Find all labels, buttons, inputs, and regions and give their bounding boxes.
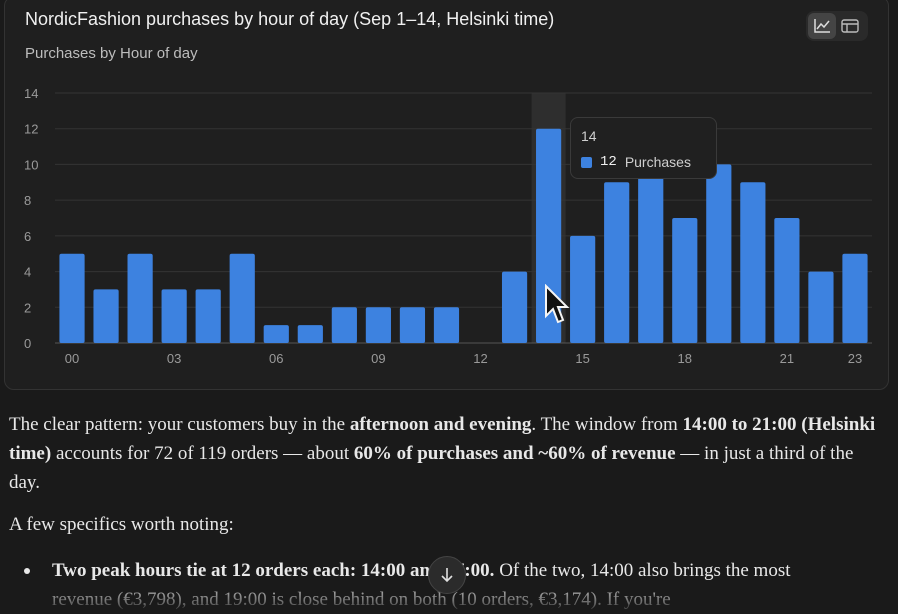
bar xyxy=(774,218,800,343)
bar xyxy=(127,253,153,343)
table-icon xyxy=(841,19,859,33)
summary-segment: — in just a third of the day. xyxy=(9,443,854,493)
bar xyxy=(399,307,426,343)
tooltip-value: 12 xyxy=(600,154,617,170)
y-tick-label: 6 xyxy=(24,229,31,244)
bar xyxy=(604,182,630,343)
bar xyxy=(536,128,562,343)
x-tick-label: 00 xyxy=(65,351,79,366)
bar xyxy=(331,307,357,343)
x-tick-label: 09 xyxy=(371,351,385,366)
view-toggle xyxy=(806,11,868,41)
bar xyxy=(570,235,596,343)
table-view-button[interactable] xyxy=(836,13,864,39)
y-tick-label: 14 xyxy=(24,86,38,101)
mouse-pointer-icon xyxy=(545,284,570,324)
bar xyxy=(842,253,868,343)
bar xyxy=(740,182,766,343)
x-tick-label: 06 xyxy=(269,351,283,366)
y-tick-label: 10 xyxy=(24,157,38,172)
bar xyxy=(433,307,460,343)
summary-segment: The clear pattern: your customers buy in… xyxy=(9,414,350,435)
tooltip-row: 12 Purchases xyxy=(581,154,691,170)
bar xyxy=(672,218,698,343)
summary-segment: 14:00 to 21:00 (Helsinki time) xyxy=(9,414,876,464)
chart-tooltip: 14 12 Purchases xyxy=(570,117,717,179)
bullet-dot xyxy=(24,568,30,574)
bar xyxy=(195,289,221,343)
summary-segment: . The window from xyxy=(531,414,683,435)
specifics-intro: A few specifics worth noting: xyxy=(9,514,234,535)
bar xyxy=(638,128,664,343)
bar xyxy=(161,289,187,343)
x-tick-label: 18 xyxy=(678,351,692,366)
y-tick-label: 2 xyxy=(24,300,31,315)
x-tick-label: 12 xyxy=(473,351,487,366)
tooltip-category: 14 xyxy=(581,128,597,144)
y-tick-label: 12 xyxy=(24,122,38,137)
bar xyxy=(365,307,391,343)
bar xyxy=(808,271,834,343)
chart-subtitle: Purchases by Hour of day xyxy=(25,45,198,62)
summary-segment: afternoon and evening xyxy=(349,414,532,435)
y-tick-label: 0 xyxy=(24,336,31,351)
bullet-segment: Two peak hours tie at 12 orders each: 14… xyxy=(52,560,495,581)
bar xyxy=(297,325,323,343)
line-chart-icon xyxy=(814,19,830,33)
x-tick-label: 23 xyxy=(848,351,862,366)
y-tick-label: 8 xyxy=(24,193,31,208)
scroll-down-button[interactable] xyxy=(428,556,466,594)
bar xyxy=(93,289,119,343)
tooltip-series: Purchases xyxy=(624,154,691,170)
summary-paragraph: The clear pattern: your customers buy in… xyxy=(9,410,879,497)
y-tick-label: 4 xyxy=(24,265,31,280)
x-tick-label: 03 xyxy=(167,351,181,366)
summary-segment: 60% of purchases and ~60% of revenue xyxy=(353,443,676,464)
bar xyxy=(229,253,255,343)
x-tick-label: 15 xyxy=(575,351,589,366)
chart-view-button[interactable] xyxy=(808,13,836,39)
summary-segment: accounts for 72 of 119 orders — about xyxy=(51,443,354,464)
chart-title: NordicFashion purchases by hour of day (… xyxy=(25,9,555,29)
tooltip-swatch xyxy=(581,156,592,168)
arrow-down-icon xyxy=(441,568,453,583)
bar xyxy=(263,325,289,343)
bar xyxy=(706,164,732,343)
x-tick-label: 21 xyxy=(780,351,794,366)
bar xyxy=(59,253,85,343)
bar xyxy=(501,271,528,343)
